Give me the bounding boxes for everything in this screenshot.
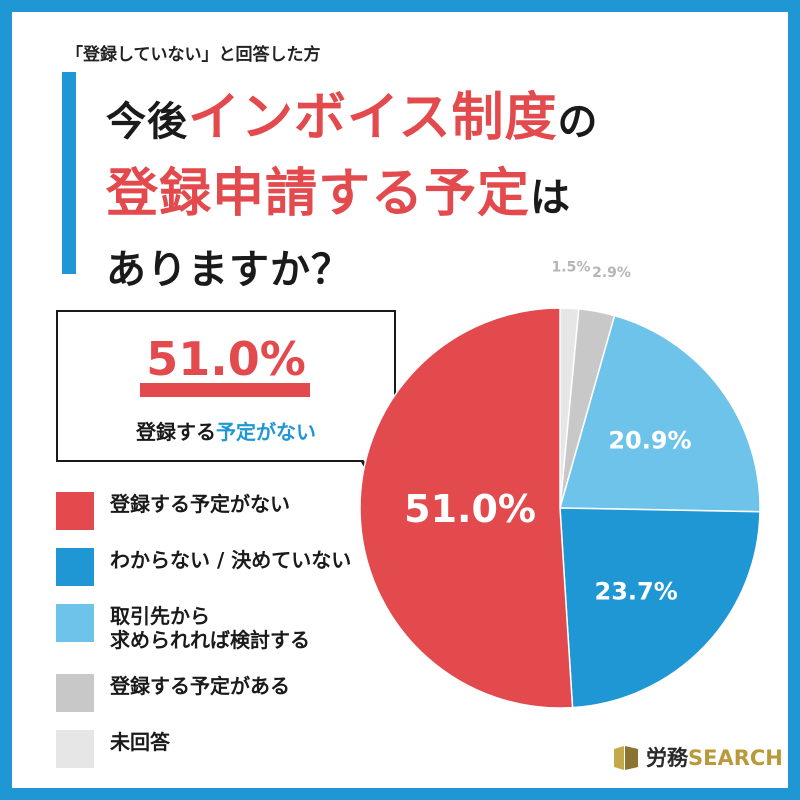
chart-title: 今後インボイス制度の 登録申請する予定は ありますか？: [106, 86, 598, 302]
title-particle-wa: は: [530, 175, 572, 221]
logo-text-dark: 労務: [646, 746, 688, 770]
legend-swatch: [56, 674, 94, 712]
logo-text-gold: SEARCH: [688, 746, 783, 770]
pie-slice-label: 1.5%: [552, 259, 591, 275]
highlight-callout: 51.0% 登録する予定がない: [56, 310, 396, 462]
callout-label-highlight: 予定がない: [216, 420, 316, 444]
callout-percentage: 51.0%: [146, 332, 306, 386]
pie-slice: [559, 314, 761, 513]
legend-swatch: [56, 548, 94, 586]
legend-label: わからない / 決めていない: [110, 548, 352, 572]
legend-swatch: [56, 604, 94, 642]
book-logo-icon: [614, 746, 638, 770]
pie-slice: [559, 507, 761, 709]
legend-label: 登録する予定がある: [110, 674, 290, 698]
title-word-invoice: インボイス制度: [188, 88, 558, 148]
title-line-3: ありますか？: [106, 247, 352, 293]
title-word-application: 登録申請する予定: [106, 164, 531, 224]
callout-underline: [140, 383, 310, 397]
callout-label: 登録する予定がない: [58, 416, 394, 445]
title-particle-no: の: [557, 99, 599, 145]
title-line-1: 今後インボイス制度の: [106, 86, 598, 162]
legend-swatch: [56, 492, 94, 530]
legend-swatch: [56, 730, 94, 768]
title-line-2: 登録申請する予定は: [106, 162, 598, 238]
logo-text: 労務SEARCH: [646, 745, 783, 771]
legend-label: 登録する予定がない: [110, 492, 290, 516]
callout-label-plain: 登録する: [136, 420, 216, 444]
pie-slice-label: 51.0%: [404, 487, 536, 531]
title-accent-bar: [62, 72, 76, 274]
pie-slice-label: 23.7%: [595, 577, 678, 605]
pie-slice-label: 20.9%: [608, 426, 691, 454]
pie-slice-label: 2.9%: [592, 265, 631, 281]
title-word-future: 今後: [106, 99, 188, 145]
legend-label: 未回答: [110, 730, 170, 754]
pie-slice: [359, 307, 574, 709]
survey-subtitle: 「登録していない」と回答した方: [66, 45, 321, 65]
legend-label: 取引先から 求められれば検討する: [110, 604, 310, 652]
